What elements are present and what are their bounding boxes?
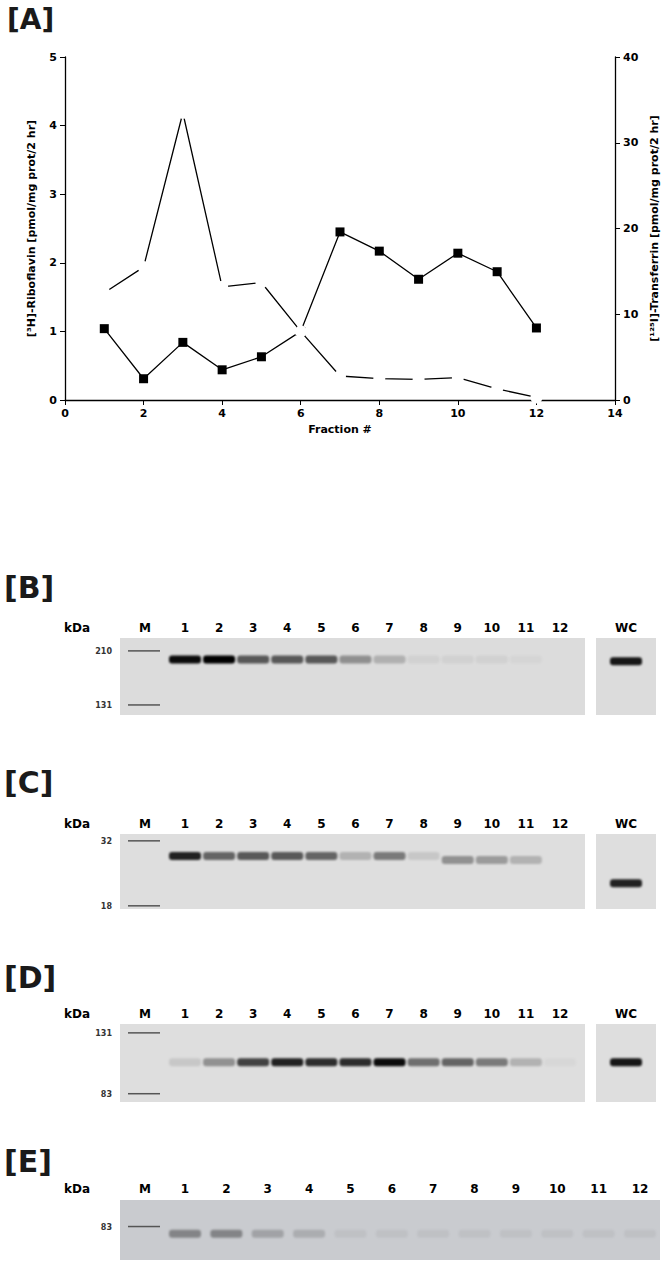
svg-text:83: 83	[101, 1090, 112, 1099]
svg-text:[E]: [E]	[4, 1144, 52, 1179]
svg-text:[³H]-Riboflavin [pmol/mg prot/: [³H]-Riboflavin [pmol/mg prot/2 hr]	[25, 120, 38, 337]
svg-text:18: 18	[101, 902, 113, 911]
svg-text:[A]: [A]	[7, 3, 54, 36]
svg-text:10: 10	[483, 1007, 500, 1021]
svg-text:kDa: kDa	[64, 817, 90, 831]
svg-text:4: 4	[283, 817, 291, 831]
svg-text:2: 2	[49, 256, 57, 269]
svg-text:M: M	[139, 621, 151, 635]
svg-text:9: 9	[512, 1182, 520, 1196]
svg-text:10: 10	[549, 1182, 566, 1196]
svg-text:2: 2	[215, 1007, 223, 1021]
svg-text:210: 210	[95, 647, 112, 656]
svg-text:30: 30	[623, 136, 639, 149]
svg-text:131: 131	[95, 1029, 112, 1038]
svg-text:3: 3	[249, 817, 257, 831]
svg-text:WC: WC	[615, 1007, 637, 1021]
svg-text:7: 7	[385, 1007, 393, 1021]
svg-text:12: 12	[552, 621, 569, 635]
svg-text:0: 0	[49, 394, 57, 407]
svg-text:1: 1	[49, 325, 57, 338]
svg-text:1: 1	[181, 621, 189, 635]
svg-text:6: 6	[351, 621, 359, 635]
svg-text:11: 11	[518, 621, 535, 635]
svg-text:Fraction #: Fraction #	[308, 423, 372, 436]
svg-text:11: 11	[590, 1182, 607, 1196]
svg-text:5: 5	[317, 817, 325, 831]
svg-text:12: 12	[632, 1182, 649, 1196]
svg-text:6: 6	[351, 1007, 359, 1021]
svg-text:12: 12	[552, 1007, 569, 1021]
svg-text:4: 4	[218, 407, 226, 420]
svg-text:12: 12	[552, 817, 569, 831]
svg-text:6: 6	[297, 407, 305, 420]
svg-text:kDa: kDa	[64, 1182, 90, 1196]
svg-text:5: 5	[317, 1007, 325, 1021]
svg-text:83: 83	[101, 1223, 112, 1232]
svg-text:12: 12	[529, 407, 544, 420]
svg-text:7: 7	[385, 621, 393, 635]
svg-text:4: 4	[49, 119, 57, 132]
svg-text:2: 2	[215, 817, 223, 831]
svg-text:7: 7	[429, 1182, 437, 1196]
svg-text:11: 11	[518, 817, 535, 831]
svg-text:14: 14	[607, 407, 623, 420]
svg-text:32: 32	[101, 837, 112, 846]
svg-text:5: 5	[49, 51, 57, 64]
svg-text:1: 1	[181, 1182, 189, 1196]
svg-text:M: M	[139, 1007, 151, 1021]
svg-text:40: 40	[623, 51, 639, 64]
svg-text:3: 3	[49, 188, 57, 201]
svg-text:4: 4	[283, 1007, 291, 1021]
svg-text:9: 9	[454, 1007, 462, 1021]
svg-text:131: 131	[95, 701, 112, 710]
svg-text:8: 8	[375, 407, 383, 420]
svg-text:1: 1	[181, 1007, 189, 1021]
svg-text:[¹²⁵I]-Transferrin [pmol/mg pr: [¹²⁵I]-Transferrin [pmol/mg prot/2 hr]	[648, 115, 661, 341]
svg-text:20: 20	[623, 222, 639, 235]
svg-text:4: 4	[305, 1182, 313, 1196]
svg-text:7: 7	[385, 817, 393, 831]
svg-text:9: 9	[454, 621, 462, 635]
svg-text:WC: WC	[615, 621, 637, 635]
svg-text:8: 8	[470, 1182, 478, 1196]
svg-text:kDa: kDa	[64, 1007, 90, 1021]
svg-text:2: 2	[140, 407, 148, 420]
svg-text:10: 10	[483, 621, 500, 635]
svg-text:0: 0	[61, 407, 69, 420]
svg-text:[B]: [B]	[4, 570, 54, 605]
svg-text:6: 6	[351, 817, 359, 831]
svg-text:10: 10	[450, 407, 466, 420]
svg-text:10: 10	[483, 817, 500, 831]
svg-text:4: 4	[283, 621, 291, 635]
svg-text:[D]: [D]	[4, 960, 56, 995]
svg-text:[C]: [C]	[4, 765, 53, 800]
svg-text:8: 8	[419, 1007, 427, 1021]
svg-text:10: 10	[623, 308, 639, 321]
svg-text:11: 11	[518, 1007, 535, 1021]
svg-text:1: 1	[181, 817, 189, 831]
svg-text:2: 2	[222, 1182, 230, 1196]
svg-text:WC: WC	[615, 817, 637, 831]
svg-text:3: 3	[264, 1182, 272, 1196]
svg-text:2: 2	[215, 621, 223, 635]
svg-text:6: 6	[388, 1182, 396, 1196]
svg-text:M: M	[139, 817, 151, 831]
svg-text:3: 3	[249, 621, 257, 635]
svg-text:0: 0	[623, 394, 631, 407]
svg-text:5: 5	[346, 1182, 354, 1196]
svg-text:M: M	[139, 1182, 151, 1196]
svg-text:3: 3	[249, 1007, 257, 1021]
svg-text:kDa: kDa	[64, 621, 90, 635]
svg-text:8: 8	[419, 817, 427, 831]
svg-text:5: 5	[317, 621, 325, 635]
svg-text:9: 9	[454, 817, 462, 831]
svg-text:8: 8	[419, 621, 427, 635]
